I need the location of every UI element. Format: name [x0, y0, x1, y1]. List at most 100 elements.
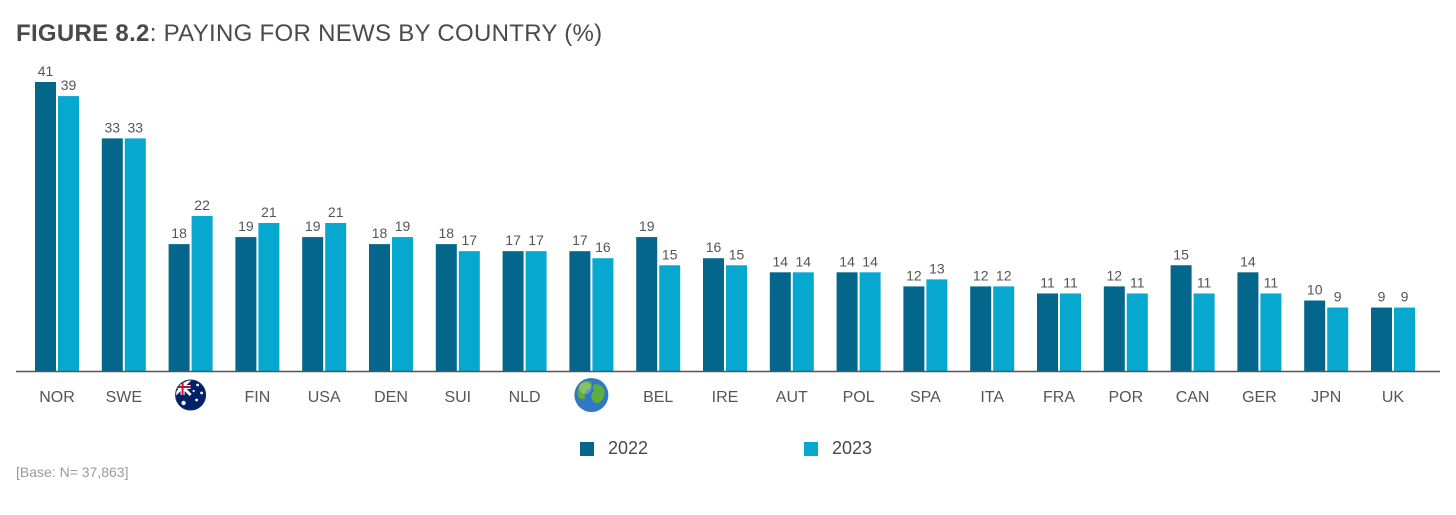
bar-2022 — [703, 258, 724, 371]
bar-2023 — [258, 222, 280, 371]
bar-2022 — [1037, 293, 1058, 371]
bar-2023 — [993, 286, 1015, 371]
category-label: DEN — [374, 389, 408, 406]
bar-2023 — [1060, 293, 1081, 371]
category-label: SWE — [106, 389, 142, 406]
category-label: SUI — [444, 389, 471, 406]
data-label-2023: 9 — [1334, 289, 1342, 305]
legend-swatch-2022 — [580, 441, 594, 456]
figure-number: FIGURE 8.2 — [16, 20, 150, 47]
category-label: AUT — [776, 389, 808, 406]
bar-2023 — [859, 272, 881, 371]
data-label-2023: 11 — [1130, 274, 1145, 290]
data-label-2023: 33 — [128, 119, 144, 135]
category-label: FIN — [245, 389, 271, 406]
data-label-2022: 12 — [1107, 267, 1123, 283]
bar-2023 — [1327, 307, 1349, 371]
data-label-2023: 12 — [996, 267, 1012, 283]
data-label-2022: 12 — [973, 267, 989, 283]
category-label: POR — [1108, 389, 1143, 406]
bar-2022 — [1170, 265, 1192, 371]
data-label-2023: 21 — [261, 204, 277, 220]
bar-2022 — [1304, 300, 1326, 371]
category-label: NOR — [39, 389, 75, 406]
flag-star — [192, 389, 195, 393]
data-label-2022: 41 — [38, 63, 54, 79]
bar-2022 — [970, 286, 992, 371]
flag-body — [175, 380, 206, 410]
data-label-2022: 18 — [372, 225, 388, 241]
legend-item-2022: 2022 — [580, 438, 648, 459]
data-label-2023: 11 — [1063, 274, 1078, 290]
page-title: FIGURE 8.2: PAYING FOR NEWS BY COUNTRY (… — [16, 20, 602, 48]
bar-2023 — [525, 251, 547, 371]
bar-2022 — [435, 244, 457, 371]
globe-land — [577, 381, 592, 400]
category-label: IRE — [712, 389, 739, 406]
data-label-2023: 14 — [862, 253, 878, 269]
category-label: GER — [1242, 389, 1277, 406]
category-label: NLD — [509, 389, 541, 406]
data-label-2023: 11 — [1264, 274, 1279, 290]
data-label-2023: 13 — [929, 260, 945, 276]
data-label-2022: 17 — [572, 232, 588, 248]
bar-2022 — [1371, 307, 1392, 371]
data-label-2022: 16 — [706, 239, 722, 255]
data-label-2023: 11 — [1197, 274, 1212, 290]
data-label-2023: 21 — [328, 204, 344, 220]
data-label-2023: 9 — [1401, 289, 1409, 305]
data-label-2023: 15 — [662, 246, 678, 262]
legend-label-2022: 2022 — [608, 438, 649, 458]
bar-2023 — [592, 258, 614, 371]
category-label: JPN — [1311, 389, 1341, 406]
bar-2023 — [325, 222, 347, 371]
data-label-2023: 19 — [395, 218, 411, 234]
base-note: [Base: N= 37,863] — [16, 464, 129, 480]
flag-outline — [175, 379, 207, 411]
bar-2022 — [101, 138, 123, 371]
bar-2023 — [458, 251, 480, 371]
bar-2023 — [58, 96, 79, 371]
data-label-2023: 16 — [595, 239, 611, 255]
category-label: SPA — [910, 389, 941, 406]
australia-flag-icon — [175, 379, 207, 411]
data-label-2023: 17 — [528, 232, 544, 248]
bar-2022 — [35, 82, 56, 371]
data-label-2023: 14 — [796, 253, 812, 269]
bar-2023 — [1260, 293, 1282, 371]
bar-2022 — [369, 244, 390, 371]
category-label: FRA — [1043, 389, 1075, 406]
flag-star — [200, 391, 204, 395]
bar-2023 — [392, 237, 413, 371]
bar-2023 — [792, 272, 814, 371]
bar-2022 — [1103, 286, 1125, 371]
legend-swatch-2023 — [804, 441, 818, 456]
bar-2022 — [168, 244, 190, 371]
globe-land — [591, 384, 605, 404]
bar-2022 — [302, 237, 324, 371]
bar-2023 — [926, 279, 948, 371]
data-label-2022: 14 — [1240, 253, 1256, 269]
data-label-2022: 12 — [906, 267, 922, 283]
data-label-2023: 15 — [729, 246, 745, 262]
bar-2023 — [659, 265, 681, 371]
data-label-2022: 19 — [305, 218, 321, 234]
bar-2023 — [191, 215, 213, 371]
bar-2023 — [1126, 293, 1148, 371]
data-label-2022: 9 — [1378, 289, 1386, 305]
bar-2022 — [569, 251, 591, 371]
data-label-2022: 19 — [639, 218, 655, 234]
category-label: CAN — [1176, 389, 1210, 406]
bar-2022 — [636, 237, 658, 371]
category-label: POL — [843, 389, 875, 406]
bar-2022 — [903, 286, 925, 371]
data-label-2022: 18 — [439, 225, 455, 241]
data-label-2022: 11 — [1040, 274, 1055, 290]
globe-highlight — [579, 382, 592, 394]
bar-2023 — [726, 265, 747, 371]
bar-2023 — [1193, 293, 1215, 371]
legend-item-2023: 2023 — [804, 438, 872, 459]
data-label-2022: 10 — [1307, 282, 1323, 298]
data-label-2022: 18 — [171, 225, 187, 241]
data-label-2023: 22 — [194, 197, 210, 213]
